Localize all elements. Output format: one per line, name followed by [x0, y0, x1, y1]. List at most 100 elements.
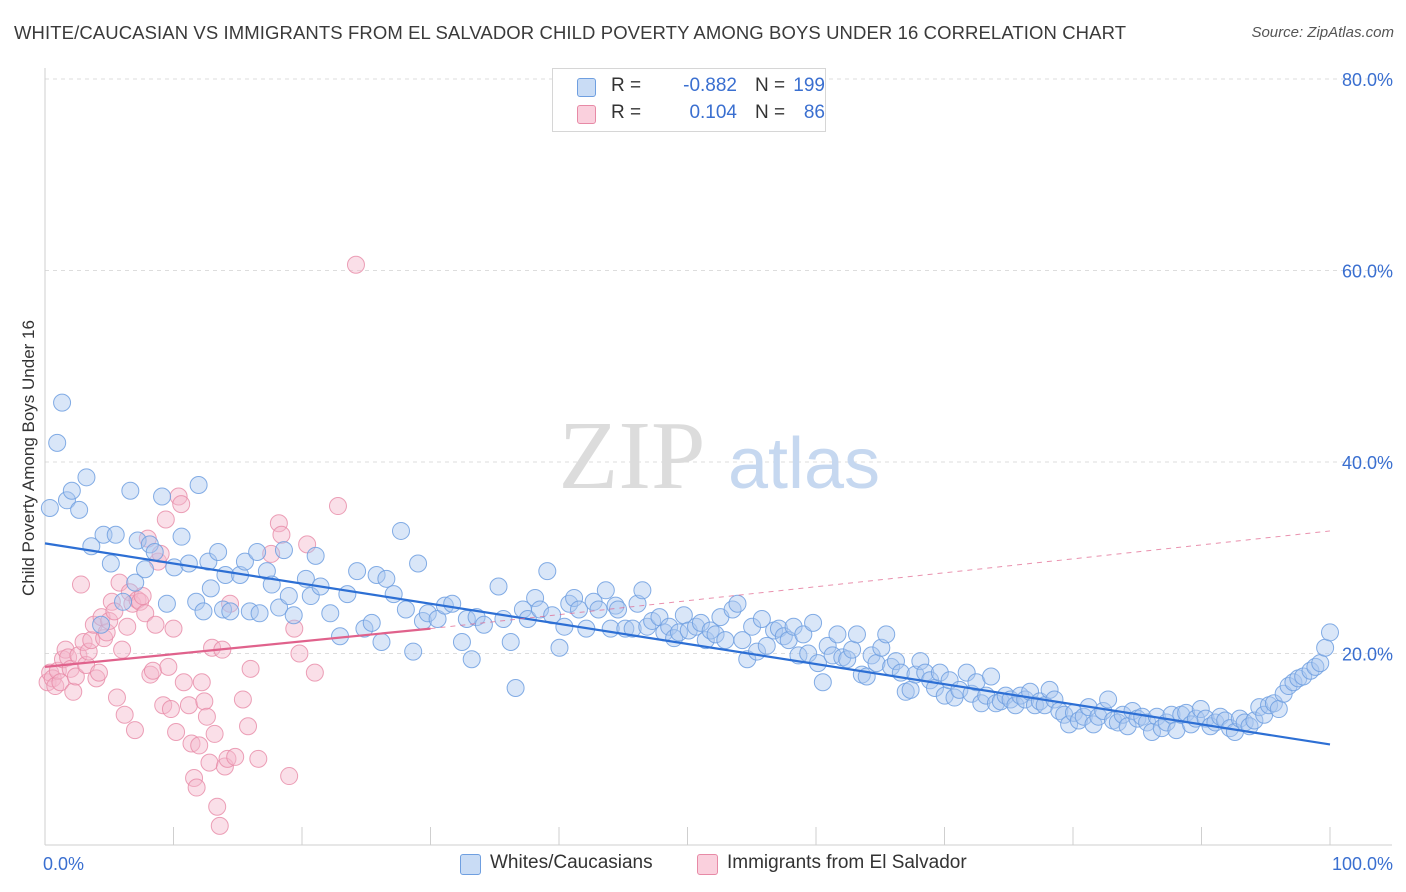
data-point-pink — [164, 619, 183, 638]
data-point-pink — [241, 659, 260, 678]
data-point-blue — [153, 487, 172, 506]
legend-n-label: N = — [755, 75, 786, 96]
source-label: Source: ZipAtlas.com — [1251, 24, 1394, 41]
data-point-pink — [190, 736, 209, 755]
data-point-pink — [156, 510, 175, 529]
data-point-blue — [306, 546, 325, 565]
data-point-blue — [743, 617, 762, 636]
y-tick-label: 20.0% — [1342, 645, 1393, 665]
data-point-blue — [70, 500, 89, 519]
data-point-blue — [106, 525, 125, 544]
data-point-blue — [92, 615, 111, 634]
data-point-blue — [348, 562, 367, 581]
x-tick-label: 100.0% — [1332, 854, 1393, 874]
legend-n-value: 86 — [803, 102, 825, 123]
data-point-blue — [40, 498, 59, 517]
data-point-blue — [274, 541, 293, 560]
data-point-blue — [194, 602, 213, 621]
data-point-blue — [1311, 654, 1330, 673]
data-point-blue — [506, 678, 525, 697]
data-point-blue — [691, 613, 710, 632]
data-point-pink — [113, 640, 132, 659]
data-point-blue — [501, 633, 520, 652]
data-point-blue — [187, 592, 206, 611]
data-point-blue — [391, 521, 410, 540]
data-point-blue — [213, 600, 232, 619]
data-point-blue — [716, 631, 735, 650]
data-point-blue — [452, 633, 471, 652]
data-point-blue — [62, 481, 81, 500]
trend-line-pink — [44, 627, 431, 668]
data-point-blue — [828, 625, 847, 644]
data-point-pink — [210, 816, 229, 835]
data-point-pink — [79, 642, 98, 661]
data-point-blue — [1006, 696, 1025, 715]
data-point-blue — [538, 562, 557, 581]
legend-n-label: N = — [755, 102, 786, 123]
data-point-blue — [384, 585, 403, 604]
data-point-blue — [660, 617, 679, 636]
data-point-pink — [249, 749, 268, 768]
data-point-blue — [48, 433, 67, 452]
data-point-pink — [272, 525, 291, 544]
data-point-blue — [560, 594, 579, 613]
y-tick-label: 80.0% — [1342, 70, 1393, 90]
data-point-blue — [957, 663, 976, 682]
data-point-blue — [201, 579, 220, 598]
data-point-pink — [221, 594, 240, 613]
data-point-blue — [53, 393, 72, 412]
data-point-pink — [172, 495, 191, 514]
data-point-blue — [338, 585, 357, 604]
legend-r-value: -0.882 — [683, 75, 737, 96]
data-point-pink — [146, 615, 165, 634]
data-point-blue — [589, 600, 608, 619]
data-point-blue — [733, 631, 752, 650]
data-point-blue — [569, 600, 588, 619]
data-point-blue — [126, 573, 145, 592]
data-point-blue — [784, 617, 803, 636]
watermark: ZIP atlas — [559, 402, 881, 510]
data-point-blue — [77, 468, 96, 487]
data-point-blue — [235, 552, 254, 571]
data-point-pink — [136, 604, 155, 623]
data-point-blue — [752, 610, 771, 629]
data-point-blue — [362, 613, 381, 632]
data-point-blue — [550, 638, 569, 657]
trend-line-blue — [44, 542, 1331, 746]
data-point-blue — [609, 600, 628, 619]
watermark-zip: ZIP — [559, 402, 706, 510]
data-point-pink — [179, 696, 198, 715]
legend-swatch-blue — [577, 78, 596, 97]
legend-n-value: 199 — [793, 75, 825, 96]
data-point-blue — [728, 594, 747, 613]
data-point-blue — [628, 594, 647, 613]
bottom-legend-label-pink: Immigrants from El Salvador — [727, 852, 967, 873]
data-point-blue — [1099, 690, 1118, 709]
data-point-blue — [633, 581, 652, 600]
data-point-pink — [197, 707, 216, 726]
data-point-blue — [1074, 707, 1093, 726]
data-point-blue — [172, 527, 191, 546]
data-point-blue — [372, 633, 391, 652]
data-point-blue — [911, 652, 930, 671]
data-point-pink — [218, 749, 237, 768]
data-point-blue — [526, 588, 545, 607]
data-point-blue — [489, 577, 508, 596]
data-point-blue — [179, 554, 198, 573]
data-point-pink — [74, 633, 93, 652]
data-point-blue — [418, 604, 437, 623]
data-point-pink — [115, 705, 134, 724]
bottom-legend-swatch-blue — [460, 854, 481, 875]
data-point-pink — [159, 657, 178, 676]
data-point-blue — [321, 604, 340, 623]
x-tick-label: 0.0% — [43, 854, 84, 874]
data-point-blue — [565, 588, 584, 607]
data-point-pink — [107, 688, 126, 707]
data-point-blue — [1321, 623, 1339, 642]
data-point-blue — [250, 604, 269, 623]
data-point-pink — [269, 514, 288, 533]
legend-swatch-pink — [577, 105, 596, 124]
data-point-blue — [474, 615, 493, 634]
data-point-blue — [813, 673, 832, 692]
